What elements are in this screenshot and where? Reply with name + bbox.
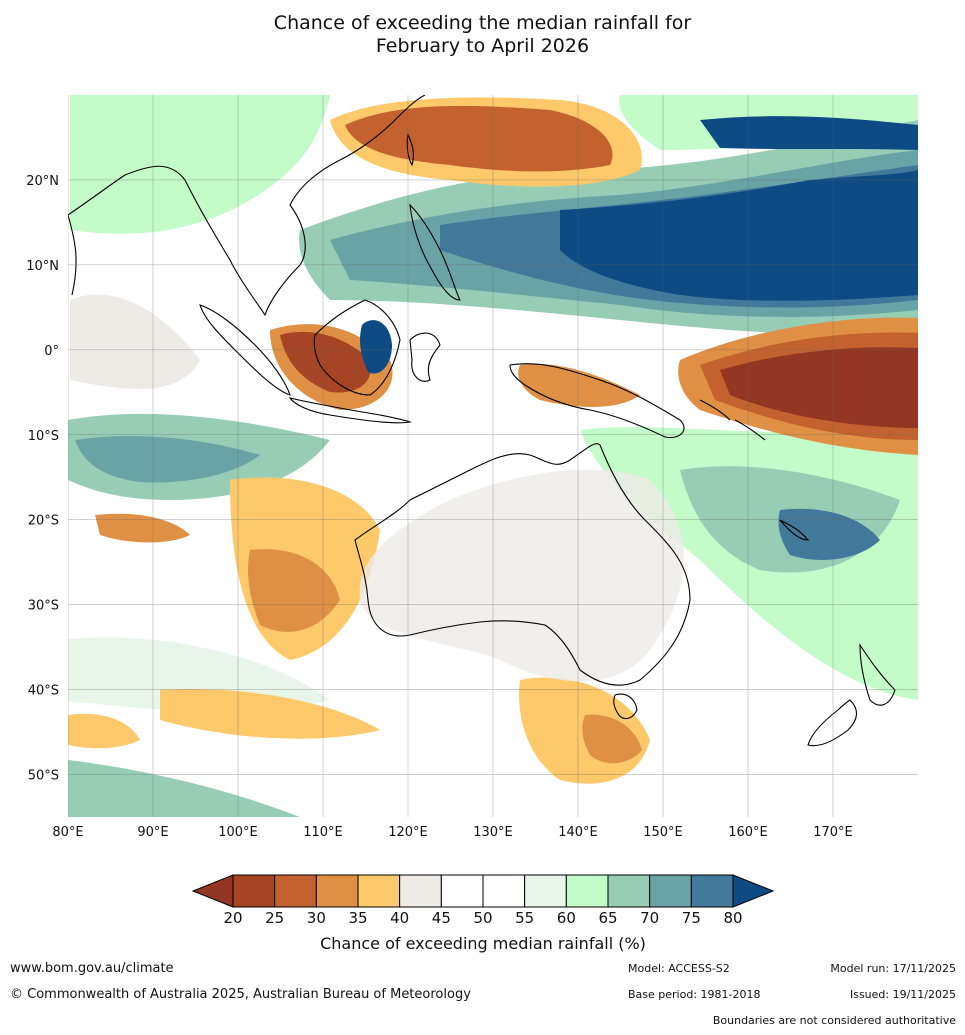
coastline-newcaledonia <box>779 519 810 541</box>
colorbar-tick-label: 55 <box>515 909 534 927</box>
footer-base-period: Base period: 1981-2018 <box>628 988 761 1001</box>
region-green-indian-south <box>68 760 300 817</box>
footer-model-run: Model run: 17/11/2025 <box>830 962 956 975</box>
latitude-label: 10°S <box>28 429 59 444</box>
latitude-label: 0° <box>44 344 59 359</box>
latitude-label: 40°S <box>28 684 59 699</box>
longitude-label: 80°E <box>52 825 83 840</box>
colorbar-segment <box>524 874 567 908</box>
colorbar-tick-label: 20 <box>223 909 242 927</box>
coastline-philippines <box>409 203 461 301</box>
region-dry-newguinea <box>518 364 640 407</box>
longitude-label: 100°E <box>218 825 258 840</box>
region-wet-indian-core <box>75 435 260 483</box>
coastline-sumatra <box>199 304 291 396</box>
coastline-newguinea <box>509 363 685 439</box>
coastlines <box>68 95 896 747</box>
region-very-dry-pacific <box>720 347 918 428</box>
region-wet-borneo <box>360 320 392 374</box>
region-dry-north-mid <box>345 105 613 172</box>
colorbar: 20 25 30 35 40 45 50 55 60 65 70 75 80 Chance of exc… <box>191 874 775 953</box>
footer-issued: Issued: 19/11/2025 <box>849 988 956 1001</box>
colorbar-tick-label: 60 <box>557 909 576 927</box>
map-title-line2: February to April 2026 <box>375 35 590 57</box>
colorbar-segment <box>399 874 442 908</box>
region-dry-southindian-core <box>248 549 340 632</box>
region-dry-south-lower <box>160 689 380 739</box>
colorbar-under-arrow <box>191 874 234 908</box>
region-dry-tasman-core <box>582 714 642 764</box>
longitude-label: 120°E <box>388 825 428 840</box>
rainfall-field <box>68 95 918 817</box>
latitude-label: 20°S <box>28 514 59 529</box>
latitude-labels: 20°N 10°N 0° 10°S 20°S 30°S 40°S 50°S <box>26 174 59 784</box>
region-light-green-asia <box>70 95 330 234</box>
latitude-label: 30°S <box>28 599 59 614</box>
colorbar-segment <box>565 874 609 908</box>
colorbar-tick-label: 45 <box>432 909 451 927</box>
footer-copyright: © Commonwealth of Australia 2025, Austra… <box>10 987 471 1002</box>
colorbar-segment <box>440 874 484 908</box>
coastline-java <box>288 397 412 424</box>
footer-website: www.bom.gov.au/climate <box>10 961 174 976</box>
coastline-nz-south <box>807 699 858 747</box>
region-pale-green-south <box>68 637 330 712</box>
region-dry-southindian-west <box>95 513 190 543</box>
latitude-label: 10°N <box>26 259 59 274</box>
region-wet-coralsea-core <box>778 508 880 560</box>
longitude-label: 170°E <box>813 825 853 840</box>
coastline-asia <box>68 95 426 317</box>
colorbar-tick-label: 75 <box>682 909 701 927</box>
region-very-wet-upper <box>700 116 918 150</box>
colorbar-segment <box>315 874 359 908</box>
gridlines <box>68 95 918 817</box>
latitude-label: 50°S <box>28 769 59 784</box>
longitude-label: 110°E <box>303 825 343 840</box>
region-dry-maritime-core <box>280 331 371 393</box>
colorbar-tick-label: 80 <box>723 909 742 927</box>
latitude-label: 20°N <box>26 174 59 189</box>
coastline-borneo <box>313 299 401 396</box>
coastline-solomons <box>699 399 766 441</box>
colorbar-tick-label: 50 <box>473 909 492 927</box>
colorbar-tick-label: 70 <box>640 909 659 927</box>
colorbar-segment <box>232 874 276 908</box>
footer-model: Model: ACCESS-S2 <box>628 962 730 975</box>
colorbar-segment <box>607 874 651 908</box>
region-very-wet-core <box>560 170 918 301</box>
coastline-sulawesi <box>409 332 441 382</box>
longitude-label: 140°E <box>558 825 598 840</box>
colorbar-segment <box>690 874 734 908</box>
region-dry-westmost <box>68 713 140 749</box>
colorbar-segment <box>482 874 526 908</box>
coastline-taiwan <box>406 133 414 167</box>
colorbar-tick-label: 35 <box>348 909 367 927</box>
colorbar-tick-label: 65 <box>598 909 617 927</box>
longitude-label: 130°E <box>473 825 513 840</box>
coastline-tasmania <box>613 693 638 720</box>
colorbar-title: Chance of exceeding median rainfall (%) <box>320 934 646 953</box>
colorbar-segment <box>274 874 317 908</box>
longitude-label: 160°E <box>728 825 768 840</box>
colorbar-segment <box>357 874 401 908</box>
longitude-label: 150°E <box>643 825 683 840</box>
colorbar-tick-label: 30 <box>307 909 326 927</box>
footer-disclaimer: Boundaries are not considered authoritat… <box>712 1014 956 1027</box>
longitude-label: 90°E <box>137 825 168 840</box>
colorbar-over-arrow <box>732 874 775 908</box>
colorbar-segment <box>649 874 692 908</box>
colorbar-tick-label: 40 <box>390 909 409 927</box>
coastline-india <box>68 214 77 296</box>
coastline-australia <box>354 443 691 686</box>
longitude-labels: 80°E 90°E 100°E 110°E 120°E 130°E 140°E 150°E 16… <box>52 825 852 840</box>
region-neutral-west <box>70 294 200 389</box>
map-title-line1: Chance of exceeding the median rainfall … <box>273 12 692 34</box>
coastline-nz-north <box>859 643 896 706</box>
colorbar-tick-label: 25 <box>265 909 284 927</box>
